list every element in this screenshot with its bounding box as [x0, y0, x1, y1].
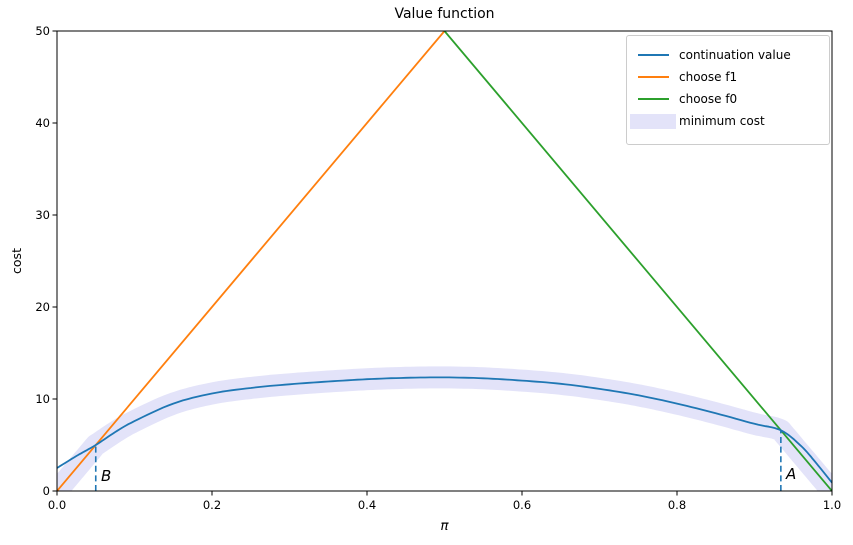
x-tick-label: 0.4: [357, 498, 377, 512]
chart-title: Value function: [394, 6, 495, 22]
y-tick-label: 0: [42, 484, 50, 498]
x-tick-label: 0.0: [47, 498, 67, 512]
x-tick-label: 0.6: [512, 498, 532, 512]
minimum-cost-band: [57, 366, 832, 491]
legend-swatch-wrap: [627, 54, 679, 56]
continuation-value-line-swatch: [637, 54, 669, 56]
legend-label: minimum cost: [679, 114, 765, 128]
legend-item-minimum-cost: minimum cost: [627, 110, 829, 132]
continuation-value-line: [57, 376, 832, 484]
legend-item-continuation-value: continuation value: [627, 44, 829, 66]
y-tick-label: 40: [35, 116, 50, 130]
y-tick-label: 20: [35, 300, 50, 314]
legend-label: choose f0: [679, 92, 738, 106]
legend-label: choose f1: [679, 70, 738, 84]
legend-swatch-wrap: [627, 98, 679, 100]
y-tick-label: 30: [35, 208, 50, 222]
x-tick-label: 0.8: [667, 498, 687, 512]
choose-f0-line: [443, 31, 832, 491]
x-axis-label: π: [440, 518, 449, 534]
legend-item-choose-f0: choose f0: [627, 88, 829, 110]
annotation-b: B: [101, 467, 112, 485]
y-tick-label: 50: [35, 24, 50, 38]
x-tick-label: 1.0: [822, 498, 842, 512]
plot-area: [57, 31, 832, 491]
choose-f1-line: [57, 31, 446, 491]
choose-f1-line-swatch: [637, 76, 669, 78]
legend: continuation value choose f1 choose f0 m…: [626, 35, 830, 145]
x-tick-label: 0.2: [202, 498, 222, 512]
minimum-cost-patch-swatch: [630, 113, 676, 129]
legend-swatch-wrap: [627, 113, 679, 129]
y-axis-label: cost: [9, 248, 24, 274]
choose-f0-line-swatch: [637, 98, 669, 100]
annotation-a: A: [786, 465, 797, 483]
legend-swatch-wrap: [627, 76, 679, 78]
legend-label: continuation value: [679, 48, 791, 62]
legend-item-choose-f1: choose f1: [627, 66, 829, 88]
y-tick-label: 10: [35, 392, 50, 406]
axes-frame: [56, 30, 833, 492]
